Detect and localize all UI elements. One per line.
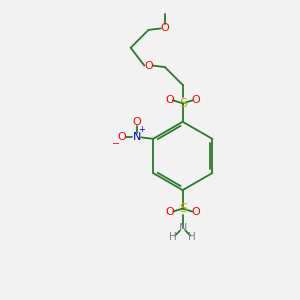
Text: O: O	[160, 23, 169, 33]
Text: O: O	[165, 95, 174, 105]
Text: O: O	[118, 132, 126, 142]
Text: N: N	[178, 223, 187, 233]
Text: S: S	[179, 97, 187, 110]
Text: −: −	[112, 139, 120, 149]
Text: O: O	[132, 117, 141, 127]
Text: O: O	[192, 95, 200, 105]
Text: H: H	[169, 232, 177, 242]
Text: S: S	[179, 202, 187, 215]
Text: +: +	[138, 125, 145, 134]
Text: H: H	[188, 232, 196, 242]
Text: O: O	[144, 61, 153, 70]
Text: O: O	[192, 206, 200, 217]
Text: N: N	[133, 132, 141, 142]
Text: O: O	[165, 206, 174, 217]
